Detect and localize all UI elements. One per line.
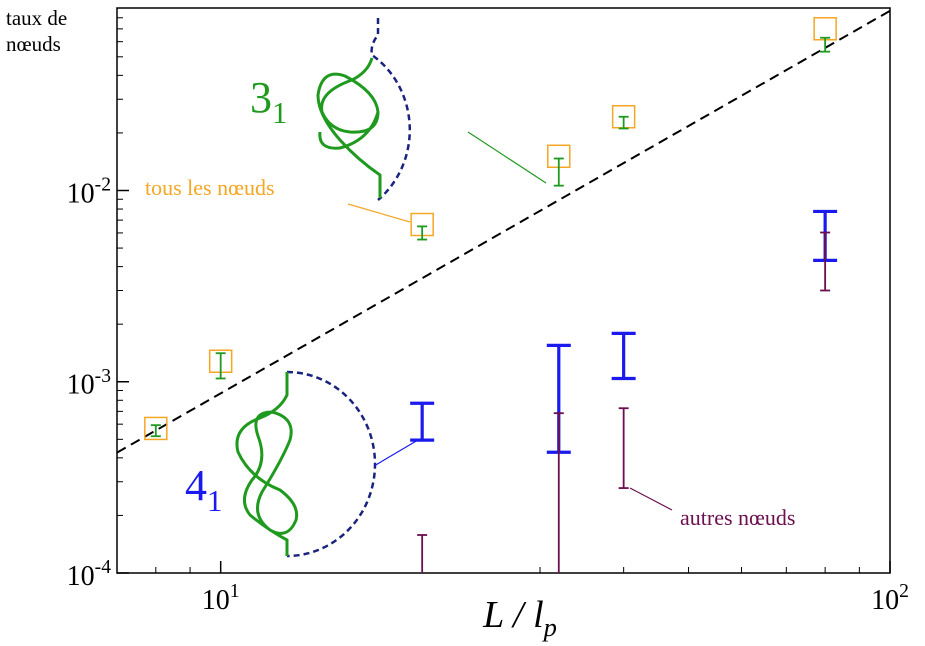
plot-frame bbox=[116, 7, 891, 574]
y-tick-label: 10-2 bbox=[67, 174, 111, 210]
series-label: autres nœuds bbox=[680, 505, 795, 530]
leader-line bbox=[373, 439, 419, 467]
all-knots-marker bbox=[144, 416, 168, 441]
series-label: 41 bbox=[185, 461, 222, 518]
fit-line bbox=[116, 9, 891, 454]
figure-eight-drawing bbox=[235, 370, 377, 558]
leader-line bbox=[467, 131, 547, 184]
series-label: 31 bbox=[250, 73, 287, 130]
series-label: tous les nœuds bbox=[145, 175, 275, 200]
y-tick-label: 10-3 bbox=[67, 365, 112, 401]
all-knots-marker bbox=[813, 17, 837, 41]
x-axis-label: L / lp bbox=[482, 594, 557, 642]
x-tick-label: 102 bbox=[871, 581, 909, 617]
y-axis-label: nœuds bbox=[6, 32, 61, 56]
trefoil-drawing bbox=[316, 18, 411, 201]
x-tick-label: 101 bbox=[202, 581, 240, 617]
leader-line bbox=[629, 487, 673, 511]
leader-line bbox=[347, 203, 411, 223]
y-axis-label: taux de bbox=[6, 6, 67, 30]
y-tick-label: 10-4 bbox=[67, 557, 112, 593]
